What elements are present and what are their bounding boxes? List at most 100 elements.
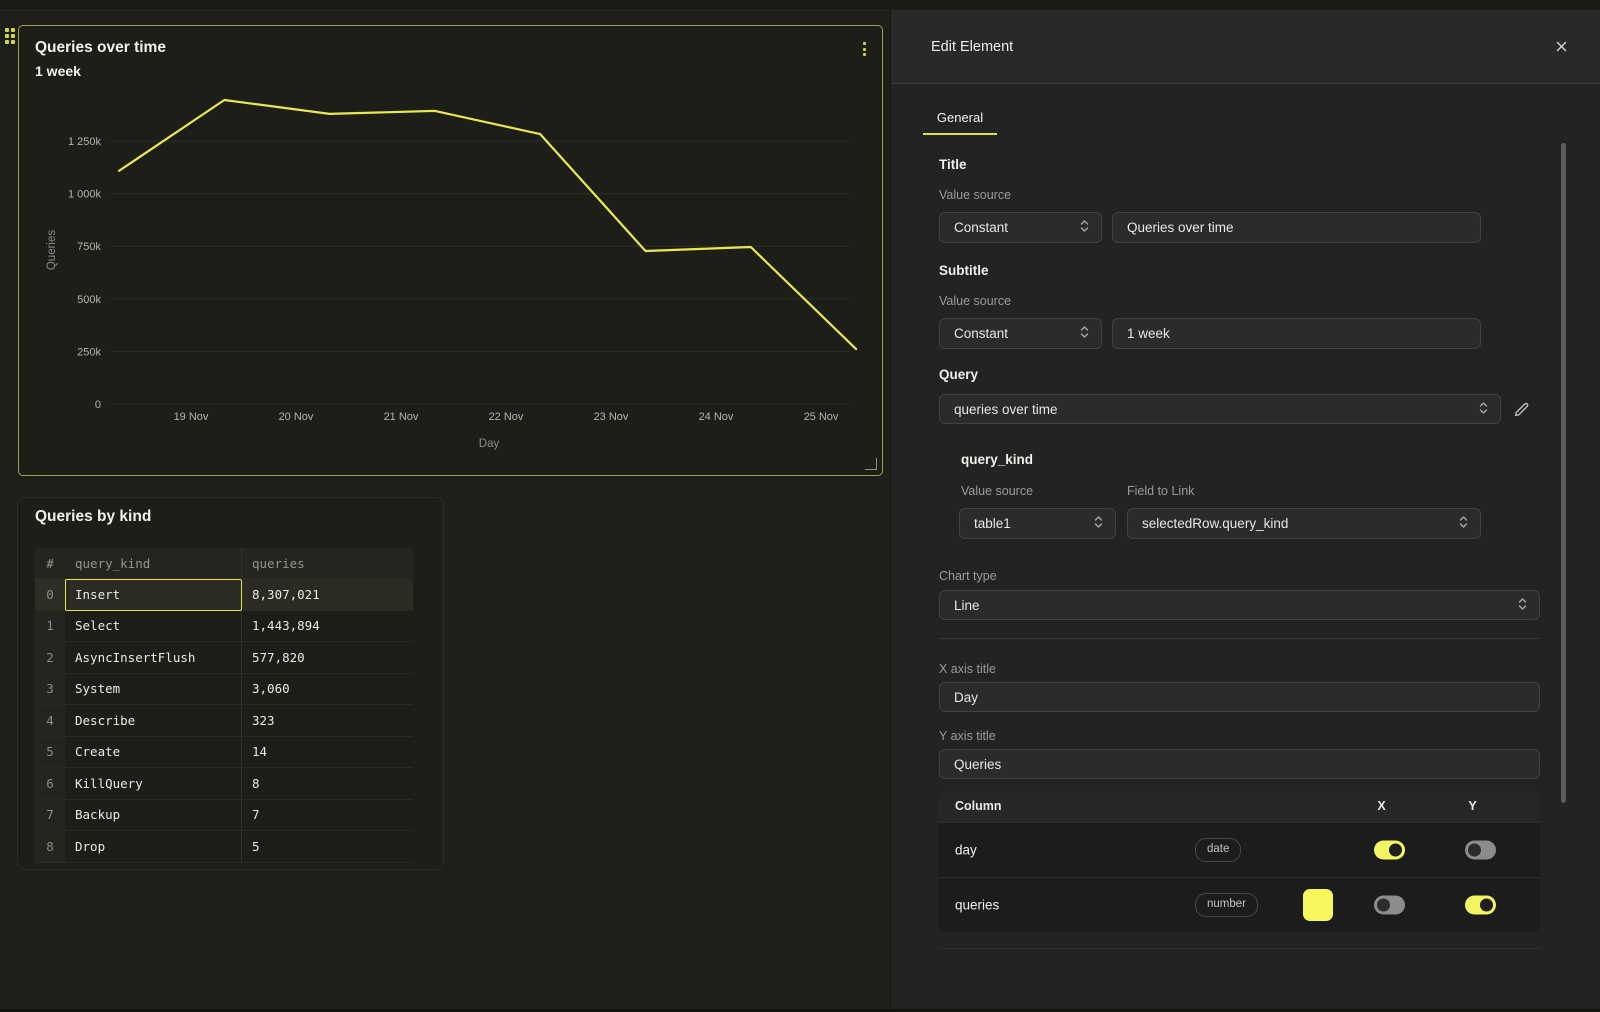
table-row[interactable]: 4 Describe 323	[35, 705, 413, 737]
type-badge: number	[1195, 893, 1258, 917]
chart-type-select[interactable]: Line	[939, 590, 1540, 620]
bottom-bar	[0, 1009, 1600, 1012]
query-kind-source-select[interactable]: table1	[959, 508, 1116, 539]
svg-text:22 Nov: 22 Nov	[489, 411, 524, 423]
svg-text:500k: 500k	[77, 294, 101, 306]
queries-cell[interactable]: 577,820	[242, 642, 413, 674]
queries-by-kind-panel: Queries by kind # query_kind queries 0 I…	[17, 497, 444, 870]
y-axis-toggle[interactable]	[1465, 895, 1496, 915]
y-header: Y	[1468, 799, 1477, 813]
svg-text:21 Nov: 21 Nov	[384, 411, 419, 423]
resize-corner-icon[interactable]	[865, 458, 877, 470]
query-kind-cell[interactable]: Drop	[65, 831, 242, 863]
subtitle-value-field[interactable]	[1112, 318, 1481, 349]
row-index: 4	[35, 705, 65, 737]
x-axis-toggle[interactable]	[1374, 840, 1405, 860]
chart-type-label: Chart type	[939, 569, 997, 583]
y-axis-title-label: Y axis title	[939, 729, 996, 743]
subtitle-source-select[interactable]: Constant	[939, 318, 1102, 349]
drag-handle-icon[interactable]	[5, 28, 15, 44]
query-kind-cell[interactable]: AsyncInsertFlush	[65, 642, 242, 674]
svg-text:Day: Day	[479, 438, 500, 450]
subtitle-value-source-label: Value source	[939, 294, 1012, 308]
chart-panel[interactable]: 0 250k 500k 750k 1 000k 1 250k 19 Nov 20 Nov 21 …	[18, 25, 883, 476]
column-name: queries	[955, 897, 1000, 913]
table-row[interactable]: 5 Create 14	[35, 736, 413, 768]
svg-text:0: 0	[95, 399, 101, 411]
table-row[interactable]: 7 Backup 7	[35, 799, 413, 831]
row-index: 0	[35, 579, 65, 611]
query-kind-cell[interactable]: Backup	[65, 799, 242, 831]
svg-text:20 Nov: 20 Nov	[279, 411, 314, 423]
table-row[interactable]: 0 Insert 8,307,021	[35, 579, 413, 611]
section-divider	[939, 948, 1540, 949]
pencil-icon[interactable]	[1509, 397, 1533, 421]
y-axis-toggle[interactable]	[1465, 840, 1496, 860]
table-header-row: # query_kind queries	[35, 548, 413, 579]
svg-text:Queries: Queries	[46, 230, 58, 271]
query-select[interactable]: queries over time	[939, 394, 1501, 424]
svg-text:19 Nov: 19 Nov	[174, 411, 209, 423]
title-source-select[interactable]: Constant	[939, 212, 1102, 243]
chevron-up-down-icon	[1080, 219, 1089, 236]
table-row[interactable]: 3 System 3,060	[35, 673, 413, 705]
svg-text:23 Nov: 23 Nov	[594, 411, 629, 423]
x-axis-toggle[interactable]	[1374, 895, 1405, 915]
query-kind-cell[interactable]: Insert	[65, 579, 242, 611]
queries-cell[interactable]: 323	[242, 705, 413, 737]
table-row[interactable]: 1 Select 1,443,894	[35, 610, 413, 642]
queries-cell[interactable]: 3,060	[242, 674, 413, 705]
queries-cell[interactable]: 8,307,021	[242, 579, 413, 611]
svg-text:750k: 750k	[77, 241, 101, 253]
query-kind-cell[interactable]: System	[65, 673, 242, 705]
table-title: Queries by kind	[35, 508, 152, 525]
query-kind-heading: query_kind	[961, 452, 1034, 467]
panel-header: Edit Element	[891, 10, 1600, 84]
queries-cell[interactable]: 5	[242, 831, 413, 863]
header-queries: queries	[242, 548, 413, 579]
svg-text:24 Nov: 24 Nov	[699, 411, 734, 423]
title-section-heading: Title	[939, 157, 967, 172]
y-axis-title-field[interactable]	[939, 749, 1540, 779]
edit-element-panel: Edit Element General Title Value source …	[890, 10, 1600, 1012]
panel-scrollbar[interactable]	[1561, 143, 1566, 803]
title-value-field[interactable]	[1112, 212, 1481, 243]
close-icon[interactable]	[1551, 37, 1571, 57]
query-kind-cell[interactable]: Describe	[65, 705, 242, 737]
type-badge: date	[1195, 838, 1242, 862]
row-index: 6	[35, 768, 65, 800]
color-swatch[interactable]	[1303, 889, 1333, 921]
query-kind-cell[interactable]: Select	[65, 610, 242, 642]
queries-cell[interactable]: 1,443,894	[242, 611, 413, 642]
svg-text:25 Nov: 25 Nov	[804, 411, 839, 423]
query-kind-cell[interactable]: Create	[65, 736, 242, 768]
table-row[interactable]: 2 AsyncInsertFlush 577,820	[35, 642, 413, 674]
header-index: #	[35, 548, 65, 579]
queries-cell[interactable]: 7	[242, 800, 413, 831]
column-name: day	[955, 842, 977, 858]
row-index: 1	[35, 610, 65, 642]
x-axis-title-label: X axis title	[939, 662, 996, 676]
queries-table: # query_kind queries 0 Insert 8,307,021 …	[35, 548, 413, 863]
x-axis-title-field[interactable]	[939, 682, 1540, 712]
title-value-source-label: Value source	[939, 188, 1012, 202]
field-to-link-select[interactable]: selectedRow.query_kind	[1127, 508, 1481, 539]
columns-config-header: Column X Y	[939, 791, 1540, 822]
queries-cell[interactable]: 14	[242, 737, 413, 768]
table-row[interactable]: 6 KillQuery 8	[35, 768, 413, 800]
row-index: 5	[35, 736, 65, 768]
panel-title: Edit Element	[931, 38, 1014, 55]
queries-cell[interactable]: 8	[242, 768, 413, 800]
column-config-row: queries number	[939, 877, 1540, 932]
query-kind-cell[interactable]: KillQuery	[65, 768, 242, 800]
row-index: 3	[35, 673, 65, 705]
tab-general[interactable]: General	[923, 102, 997, 135]
svg-text:250k: 250k	[77, 346, 101, 358]
kebab-menu-icon[interactable]	[859, 38, 870, 60]
table-row[interactable]: 8 Drop 5	[35, 831, 413, 863]
chevron-up-down-icon	[1080, 325, 1089, 342]
row-index: 8	[35, 831, 65, 863]
row-index: 7	[35, 799, 65, 831]
subtitle-section-heading: Subtitle	[939, 263, 989, 278]
